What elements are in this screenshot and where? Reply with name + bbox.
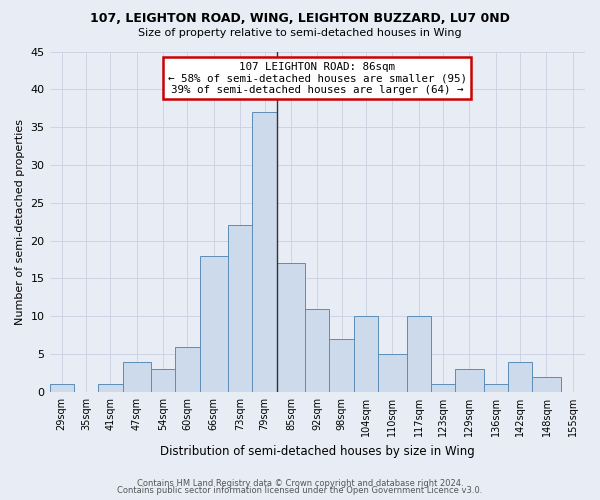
Bar: [329, 339, 354, 392]
Text: 107, LEIGHTON ROAD, WING, LEIGHTON BUZZARD, LU7 0ND: 107, LEIGHTON ROAD, WING, LEIGHTON BUZZA…: [90, 12, 510, 26]
Bar: [228, 226, 253, 392]
Bar: [508, 362, 532, 392]
Bar: [253, 112, 277, 392]
Text: 107 LEIGHTON ROAD: 86sqm
← 58% of semi-detached houses are smaller (95)
39% of s: 107 LEIGHTON ROAD: 86sqm ← 58% of semi-d…: [168, 62, 467, 95]
Bar: [151, 369, 175, 392]
Bar: [175, 346, 200, 392]
Text: Contains public sector information licensed under the Open Government Licence v3: Contains public sector information licen…: [118, 486, 482, 495]
Bar: [50, 384, 74, 392]
Bar: [122, 362, 151, 392]
Bar: [378, 354, 407, 392]
Bar: [431, 384, 455, 392]
Text: Size of property relative to semi-detached houses in Wing: Size of property relative to semi-detach…: [138, 28, 462, 38]
Text: Contains HM Land Registry data © Crown copyright and database right 2024.: Contains HM Land Registry data © Crown c…: [137, 478, 463, 488]
Bar: [354, 316, 378, 392]
X-axis label: Distribution of semi-detached houses by size in Wing: Distribution of semi-detached houses by …: [160, 444, 475, 458]
Bar: [277, 264, 305, 392]
Bar: [532, 377, 560, 392]
Bar: [407, 316, 431, 392]
Bar: [200, 256, 228, 392]
Bar: [455, 369, 484, 392]
Bar: [305, 308, 329, 392]
Bar: [484, 384, 508, 392]
Y-axis label: Number of semi-detached properties: Number of semi-detached properties: [15, 118, 25, 324]
Bar: [98, 384, 122, 392]
